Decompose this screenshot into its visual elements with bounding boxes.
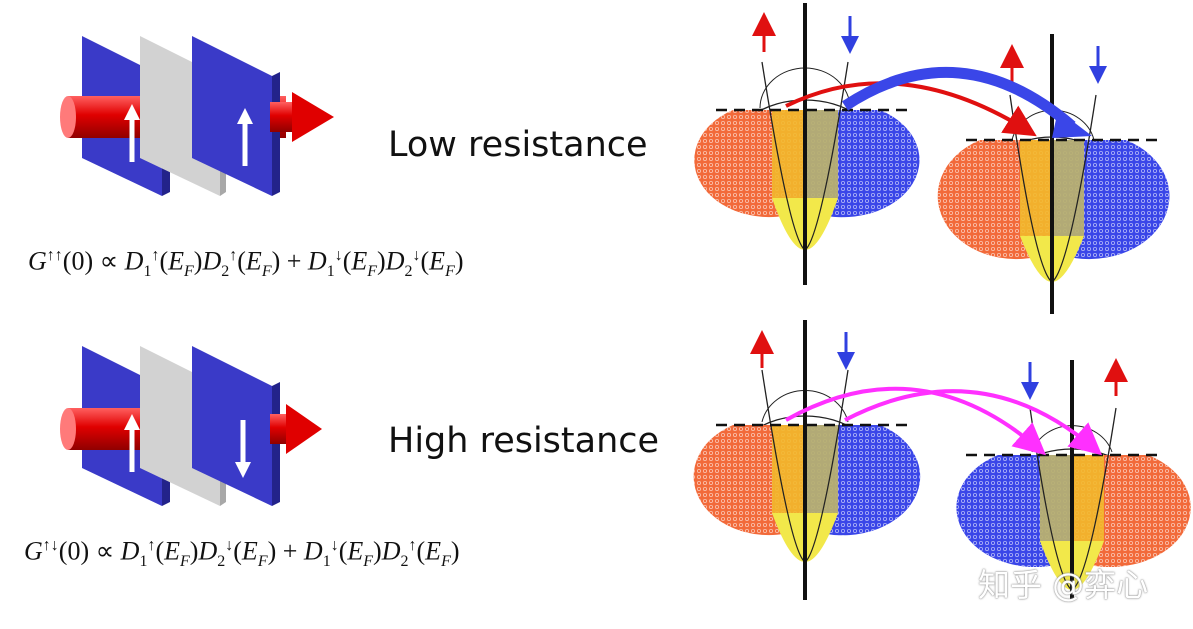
formula-lhs-sup: ↑↑ — [46, 247, 63, 264]
low-resistance-label: Low resistance — [388, 125, 648, 165]
dos-parallel-left — [694, 3, 920, 285]
tunnel-arrow-spin-up — [785, 81, 1037, 137]
dos-parallel-right — [937, 34, 1170, 314]
formula-lhs-sup: ↑↓ — [42, 537, 59, 554]
junction-parallel — [60, 36, 334, 196]
spin-up-icon — [124, 104, 140, 162]
formula-sup: ↑ — [408, 537, 417, 554]
dos-antiparallel-left — [693, 320, 921, 600]
tunnel-arrow-spin-down-head — [1052, 110, 1092, 138]
formula-sup: ↑ — [147, 537, 156, 554]
spin-down-icon — [235, 420, 251, 478]
tunnel-arrow-spin-down — [844, 389, 1103, 456]
formula-parallel: G↑↑(0) ∝ D1↑(EF)D2↑(EF) + D1↓(EF)D2↓(EF) — [28, 246, 464, 280]
watermark: 知乎 @弈心 — [978, 566, 1149, 604]
tunnel-arrow-spin-down — [841, 67, 1076, 131]
formula-sup: ↑ — [151, 247, 160, 264]
formula-sup: ↑ — [229, 247, 238, 264]
formula-sup: ↓ — [412, 247, 421, 264]
junction-antiparallel — [60, 346, 322, 506]
formula-sup: ↓ — [334, 247, 343, 264]
spin-up-icon — [124, 414, 140, 472]
tunnel-arrow-spin-up — [785, 386, 1047, 456]
spin-up-icon — [237, 108, 253, 166]
formula-sup: ↓ — [225, 537, 234, 554]
formula-antiparallel: G↑↓(0) ∝ D1↑(EF)D2↓(EF) + D1↓(EF)D2↑(EF) — [24, 536, 460, 570]
high-resistance-label: High resistance — [388, 421, 660, 461]
formula-sup: ↓ — [330, 537, 339, 554]
dos-antiparallel-right — [956, 358, 1191, 600]
